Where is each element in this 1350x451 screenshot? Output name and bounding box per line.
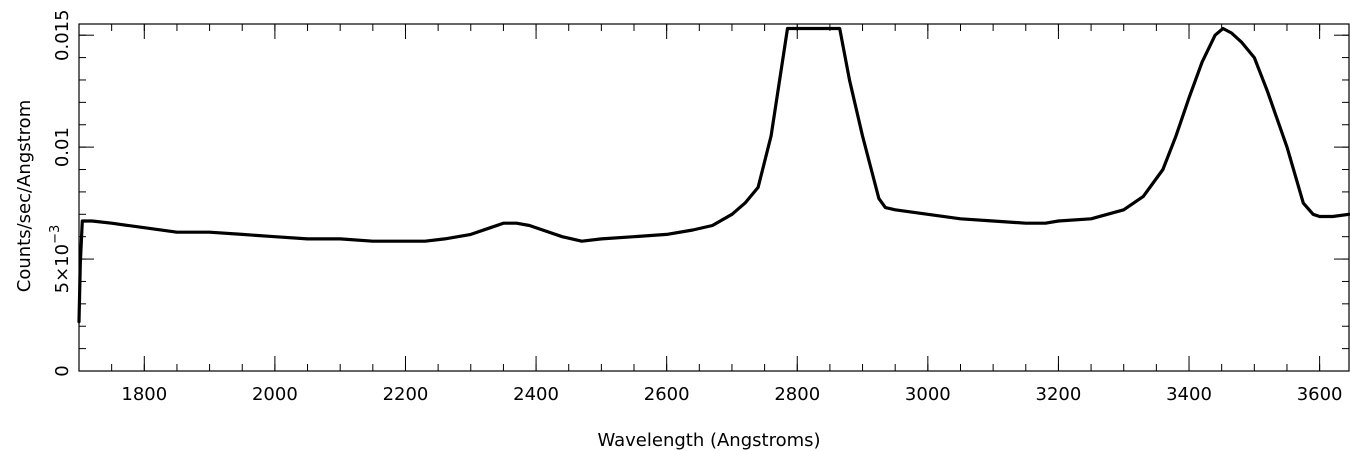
x-axis-title: Wavelength (Angstroms) [597,430,820,451]
x-tick-label: 3600 [1297,384,1343,405]
y-axis-title-group: Counts/sec/Angstrom [14,100,35,292]
x-tick-label: 2800 [774,384,820,405]
x-tick-label: 2600 [644,384,690,405]
y-tick-label-group: 0.015 [52,9,73,61]
x-tick-label: 2400 [513,384,559,405]
y-tick-label-group: 0.01 [52,127,73,167]
series-layer [77,26,1350,324]
y-tick-label: 5×10−3 [48,225,73,294]
y-tick-label: 0.01 [52,127,73,167]
spectrum-line [77,26,1350,324]
x-tick-label: 1800 [121,384,167,405]
y-tick-label-group: 0 [52,365,73,376]
y-tick-label-group: 5×10−3 [48,225,73,294]
x-tick-label: 2000 [252,384,298,405]
labels: 1800 2000 2200 2400 2600 2800 3000 3200 3400 3600… [48,9,1343,405]
y-multiplier: ×10 [52,244,73,282]
x-tick-label: 3000 [905,384,951,405]
axes [78,23,1350,372]
plot-frame [78,23,1350,372]
y-tick-label: 0.015 [52,9,73,61]
y-axis-title: Counts/sec/Angstrom [14,100,35,292]
x-tick-label: 2200 [383,384,429,405]
x-tick-label: 3400 [1166,384,1212,405]
y-multiplier-exponent: −3 [48,225,63,244]
x-tick-label: 3200 [1036,384,1082,405]
y-tick-label: 0 [52,365,73,376]
